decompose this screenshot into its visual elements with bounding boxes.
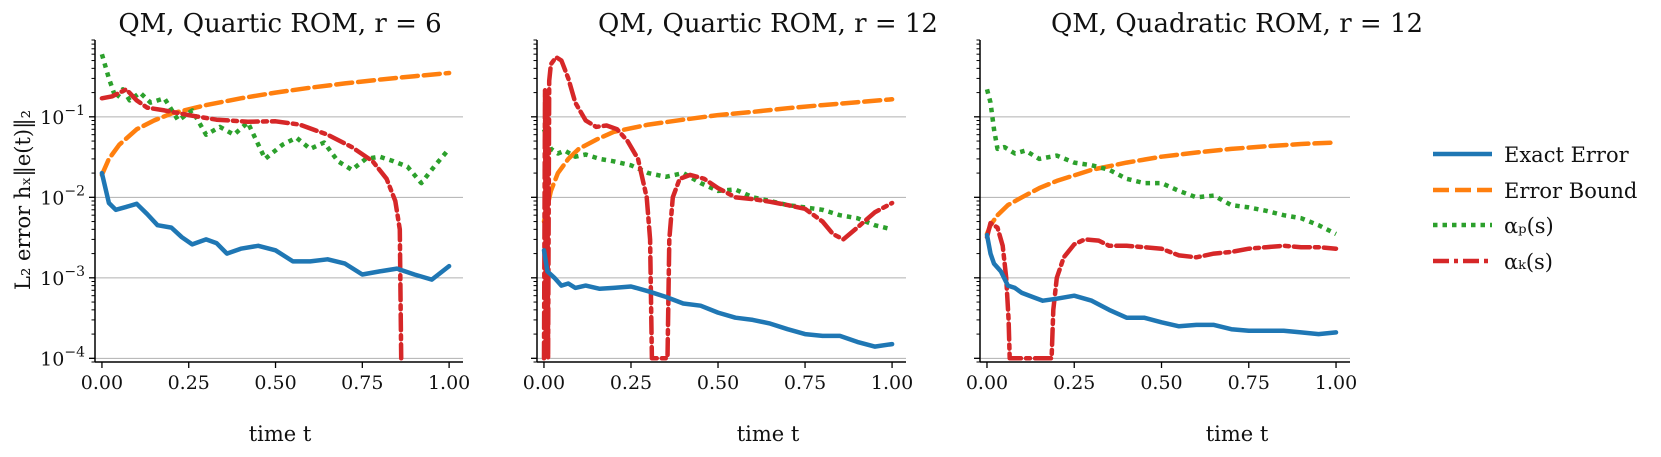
- legend-entry-alpha-p: αₚ(s): [1433, 214, 1554, 238]
- x-tick-label: 0.00: [523, 372, 565, 394]
- x-tick-label: 0.75: [784, 372, 826, 394]
- tick-labels: 10−4 10−3 10−2 10−1 0.00 0.25 0.50 0.75 1.00: [40, 103, 470, 394]
- legend-label-alpha-k: αₖ(s): [1504, 250, 1553, 274]
- x-tick-label: 1.00: [871, 372, 913, 394]
- panel-quartic-r12: QM, Quartic ROM, r = 12 0.00 0.25 0.50 0.75…: [523, 9, 938, 446]
- panel-title: QM, Quartic ROM, r = 6: [118, 9, 441, 39]
- panel-title: QM, Quadratic ROM, r = 12: [1051, 9, 1423, 39]
- legend-label-alpha-p: αₚ(s): [1504, 214, 1554, 238]
- tick-labels: 0.00 0.25 0.50 0.75 1.00: [523, 372, 913, 394]
- x-tick-label: 1.00: [1315, 372, 1357, 394]
- series-group: [99, 53, 452, 361]
- series-group: [541, 54, 895, 361]
- y-tick-label: 10−4: [40, 344, 85, 370]
- x-tick-label: 0.50: [1140, 372, 1182, 394]
- x-tick-label: 1.00: [428, 372, 470, 394]
- y-tick-label: 10−3: [40, 264, 85, 290]
- series-line-alphaK: [541, 54, 895, 361]
- x-tick-label: 0.50: [697, 372, 739, 394]
- axes: [531, 39, 906, 368]
- legend: Exact Error Error Bound αₚ(s) αₖ(s): [1433, 143, 1637, 274]
- series-line-bound: [541, 97, 895, 224]
- y-axis-label: L₂ error hₓ‖e(t)‖₂: [11, 110, 36, 290]
- series-line-alphaP: [984, 88, 1338, 237]
- x-tick-label: 0.25: [1053, 372, 1095, 394]
- panel-quadratic-r12: QM, Quadratic ROM, r = 12 0.00 0.25 0.50 0.…: [966, 9, 1423, 446]
- tick-labels: 0.00 0.25 0.50 0.75 1.00: [966, 372, 1357, 394]
- x-tick-label: 0.75: [341, 372, 383, 394]
- x-axis-label: time t: [737, 422, 800, 446]
- series-line-bound: [984, 140, 1339, 237]
- legend-entry-exact-error: Exact Error: [1433, 143, 1630, 167]
- panel-quartic-r6: QM, Quartic ROM, r = 6 10−4 10−3 10−2 10−1 0…: [40, 9, 470, 446]
- series-line-alphaK: [99, 87, 404, 361]
- series-line-bound: [99, 70, 452, 178]
- panel-title: QM, Quartic ROM, r = 12: [598, 9, 938, 39]
- y-tick-label: 10−1: [40, 103, 85, 129]
- axes: [89, 39, 463, 368]
- x-tick-label: 0.50: [254, 372, 296, 394]
- x-tick-label: 0.00: [81, 372, 123, 394]
- legend-label-bound: Error Bound: [1504, 179, 1637, 203]
- x-tick-label: 0.75: [1228, 372, 1270, 394]
- x-tick-label: 0.25: [610, 372, 652, 394]
- x-tick-label: 0.25: [168, 372, 210, 394]
- grid-lines: [537, 116, 906, 359]
- legend-label-exact: Exact Error: [1504, 143, 1630, 167]
- x-axis-label: time t: [1206, 422, 1269, 446]
- series-line-exact: [984, 232, 1339, 337]
- x-tick-label: 0.00: [966, 372, 1008, 394]
- legend-entry-error-bound: Error Bound: [1433, 179, 1637, 203]
- series-line-alphaP: [541, 128, 893, 232]
- legend-entry-alpha-k: αₖ(s): [1433, 250, 1553, 274]
- series-line-alphaK: [984, 220, 1339, 361]
- grid-lines: [95, 116, 463, 359]
- axes: [974, 39, 1350, 368]
- series-group: [984, 88, 1339, 361]
- series-line-exact: [99, 170, 452, 282]
- x-axis-label: time t: [249, 422, 312, 446]
- series-line-exact: [541, 248, 895, 349]
- y-tick-label: 10−2: [40, 183, 85, 209]
